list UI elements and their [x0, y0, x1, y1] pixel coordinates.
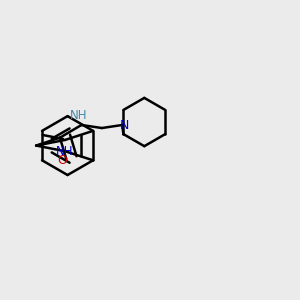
Text: NH: NH	[56, 145, 74, 158]
Text: N: N	[120, 119, 130, 132]
Text: O: O	[57, 154, 67, 167]
Text: NH: NH	[70, 109, 88, 122]
